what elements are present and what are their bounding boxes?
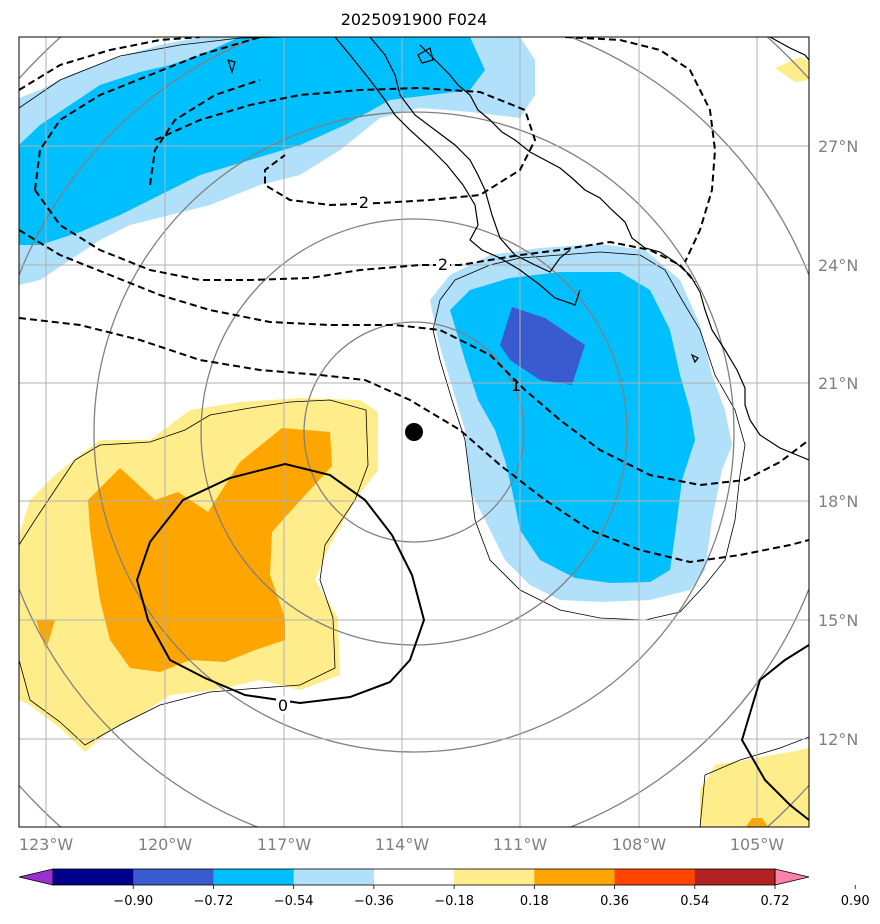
dashed-contour-west-loop: [34, 189, 696, 283]
lat-label-21n: 21°N: [818, 374, 858, 393]
contour-label-4: 0: [278, 696, 288, 715]
lat-label-12n: 12°N: [818, 730, 858, 749]
thin-contour-se: [699, 736, 809, 827]
plot-frame: [18, 36, 810, 828]
storm-center-marker: [405, 423, 423, 441]
coast-islet-2: [227, 59, 236, 74]
negative-anomaly-core: [500, 307, 585, 385]
contour-label-1: 2: [359, 193, 369, 212]
dashed-contours: [19, 37, 809, 564]
coast-ne: [769, 37, 809, 61]
contour-label-bg-1: [357, 193, 371, 211]
dashed-contour-outer-ring: [34, 37, 261, 191]
contour-label-2: 2: [438, 255, 448, 274]
colorbar-segment: [534, 869, 616, 885]
dashed-contour-loop-2: [154, 86, 537, 207]
lon-label-108w: 108°W: [612, 835, 667, 854]
longitude-labels: 123°W 120°W 117°W 114°W 111°W 108°W 105°…: [19, 835, 785, 854]
lon-label-114w: 114°W: [375, 835, 430, 854]
dashed-contour-outer: [19, 229, 809, 487]
contour-label-bg-2: [436, 255, 450, 273]
dashed-contour-nw-inner: [149, 79, 261, 186]
lon-label-117w: 117°W: [257, 835, 312, 854]
baja-gulf-coast: [369, 37, 571, 273]
positive-anomaly-light-se: [700, 748, 809, 827]
lat-label-15n: 15°N: [818, 611, 858, 630]
dashed-contour-east-arc: [564, 37, 717, 263]
colorbar-segment: [694, 869, 776, 885]
mainland-coast: [419, 44, 809, 461]
thin-contour-west: [19, 399, 369, 746]
contour-label-3: 1: [511, 376, 521, 395]
ring-2: [200, 218, 628, 646]
colorbar-extension-low: [18, 868, 54, 886]
lat-label-18n: 18°N: [818, 492, 858, 511]
ring-3: [93, 111, 735, 753]
colorbar-segment: [293, 869, 375, 885]
lon-label-120w: 120°W: [138, 835, 193, 854]
contour-label-bg-4: [276, 696, 290, 714]
colorbar-tick-label: 0.90: [841, 894, 870, 909]
solid-contour-se: [740, 644, 809, 821]
colorbar-tick-label: 0.36: [600, 894, 629, 909]
lat-label-24n: 24°N: [818, 256, 858, 275]
colorbar-tick-label: 0.54: [680, 894, 709, 909]
thin-contour-east: [432, 251, 746, 621]
colorbar-tick-label: 0.18: [520, 894, 549, 909]
colorbar-tick-label: −0.36: [354, 894, 394, 909]
colorbar-extension-high: [774, 868, 810, 886]
coast-islet-3: [690, 353, 699, 364]
latitude-labels: 27°N 24°N 21°N 18°N 15°N 12°N: [818, 137, 858, 749]
lat-label-27n: 27°N: [818, 137, 858, 156]
colorbar-tick-label: −0.90: [113, 894, 153, 909]
colorbar-tick-label: −0.54: [274, 894, 314, 909]
ring-1: [303, 321, 525, 543]
map-title: 2025091900 F024: [341, 10, 488, 29]
colorbar-segment: [133, 869, 214, 885]
colorbar-tick-label: −0.72: [194, 894, 234, 909]
baja-pacific-coast: [334, 37, 581, 306]
colorbar-segment: [213, 869, 295, 885]
colorbar-segment: [373, 869, 455, 885]
lon-label-105w: 105°W: [730, 835, 785, 854]
colorbar-tick-label: 0.72: [761, 894, 790, 909]
colorbar-segment: [53, 869, 134, 885]
dashed-contour-top: [19, 37, 201, 91]
dashed-contour-inner-2: [19, 317, 809, 564]
colorbar: −0.90 −0.72 −0.54 −0.36 −0.18 0.18 0.36 0.54 0.7…: [18, 868, 870, 909]
coastlines: [227, 37, 809, 461]
positive-anomaly-ne: [775, 57, 809, 82]
colorbar-segment: [454, 869, 535, 885]
zero-contour: [135, 462, 426, 705]
colorbar-frame: [52, 868, 776, 886]
lon-label-123w: 123°W: [19, 835, 74, 854]
colorbar-tick-label: −0.18: [434, 894, 474, 909]
lon-label-111w: 111°W: [493, 835, 548, 854]
thin-contour-nw: [19, 37, 291, 109]
colorbar-segment: [614, 869, 696, 885]
coast-islet-1: [417, 47, 434, 64]
